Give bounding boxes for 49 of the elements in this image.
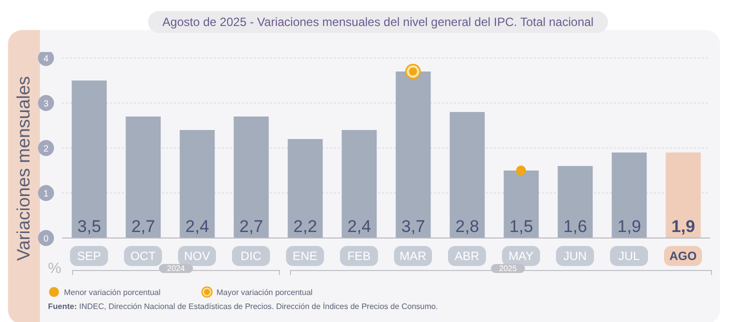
- data-label: 2,8: [455, 217, 480, 236]
- text: 2024: [159, 264, 193, 273]
- text: %: [48, 260, 62, 277]
- bar: [234, 116, 269, 238]
- text: 2025: [491, 264, 525, 273]
- data-label: 2,4: [185, 217, 210, 236]
- legend-label: Menor variación porcentual: [63, 286, 160, 298]
- x-tick-label: SEP: [76, 249, 102, 263]
- y-tick-label: 1: [43, 188, 49, 198]
- x-tick-label: MAY: [508, 249, 534, 263]
- y-axis-title: Variaciones mensuales: [14, 75, 34, 263]
- data-label: 2,2: [293, 217, 318, 236]
- x-tick-label: AGO: [669, 249, 697, 263]
- data-label: 1,9: [671, 217, 696, 236]
- bar: [342, 130, 377, 238]
- x-tick-label: NOV: [184, 249, 210, 263]
- bar: [72, 80, 107, 238]
- bar: [450, 112, 485, 238]
- x-tick-label: MAR: [400, 249, 427, 263]
- y-tick-label: 2: [43, 144, 49, 154]
- bar: [126, 116, 161, 238]
- data-label: 3,5: [77, 217, 102, 236]
- x-tick-label: FEB: [347, 249, 371, 263]
- bar: [180, 130, 215, 238]
- x-tick-label: OCT: [130, 249, 156, 263]
- x-tick-label: JUN: [563, 249, 587, 263]
- x-tick-label: ABR: [454, 249, 480, 263]
- y-tick-label: 0: [43, 234, 49, 244]
- x-tick-label: JUL: [618, 249, 640, 263]
- x-tick-label: ENE: [292, 249, 318, 263]
- bar: [612, 152, 647, 238]
- bar: [666, 152, 701, 238]
- data-label: 3,7: [401, 217, 426, 236]
- legend-label: Mayor variación porcentual: [216, 286, 313, 298]
- data-label: 1,9: [617, 217, 642, 236]
- data-label: 1,6: [563, 217, 588, 236]
- x-tick-label: DIC: [240, 249, 262, 263]
- data-label: 2,4: [347, 217, 372, 236]
- bar: [288, 139, 323, 238]
- data-label: 2,7: [131, 217, 156, 236]
- y-tick-label: 3: [43, 98, 49, 108]
- y-tick-label: 4: [43, 54, 49, 64]
- data-label: 2,7: [239, 217, 264, 236]
- bar: [558, 166, 593, 238]
- source-note: Fuente: INDEC, Dirección Nacional de Estadísticas de Precios. Dirección de Índices de Precios de Consumo.: [48, 302, 438, 311]
- bar: [396, 72, 431, 238]
- bar: [504, 170, 539, 238]
- chart-title: Agosto de 2025 - Variaciones mensuales del nivel general del IPC. Total nacional: [148, 11, 608, 33]
- data-label: 1,5: [509, 217, 534, 236]
